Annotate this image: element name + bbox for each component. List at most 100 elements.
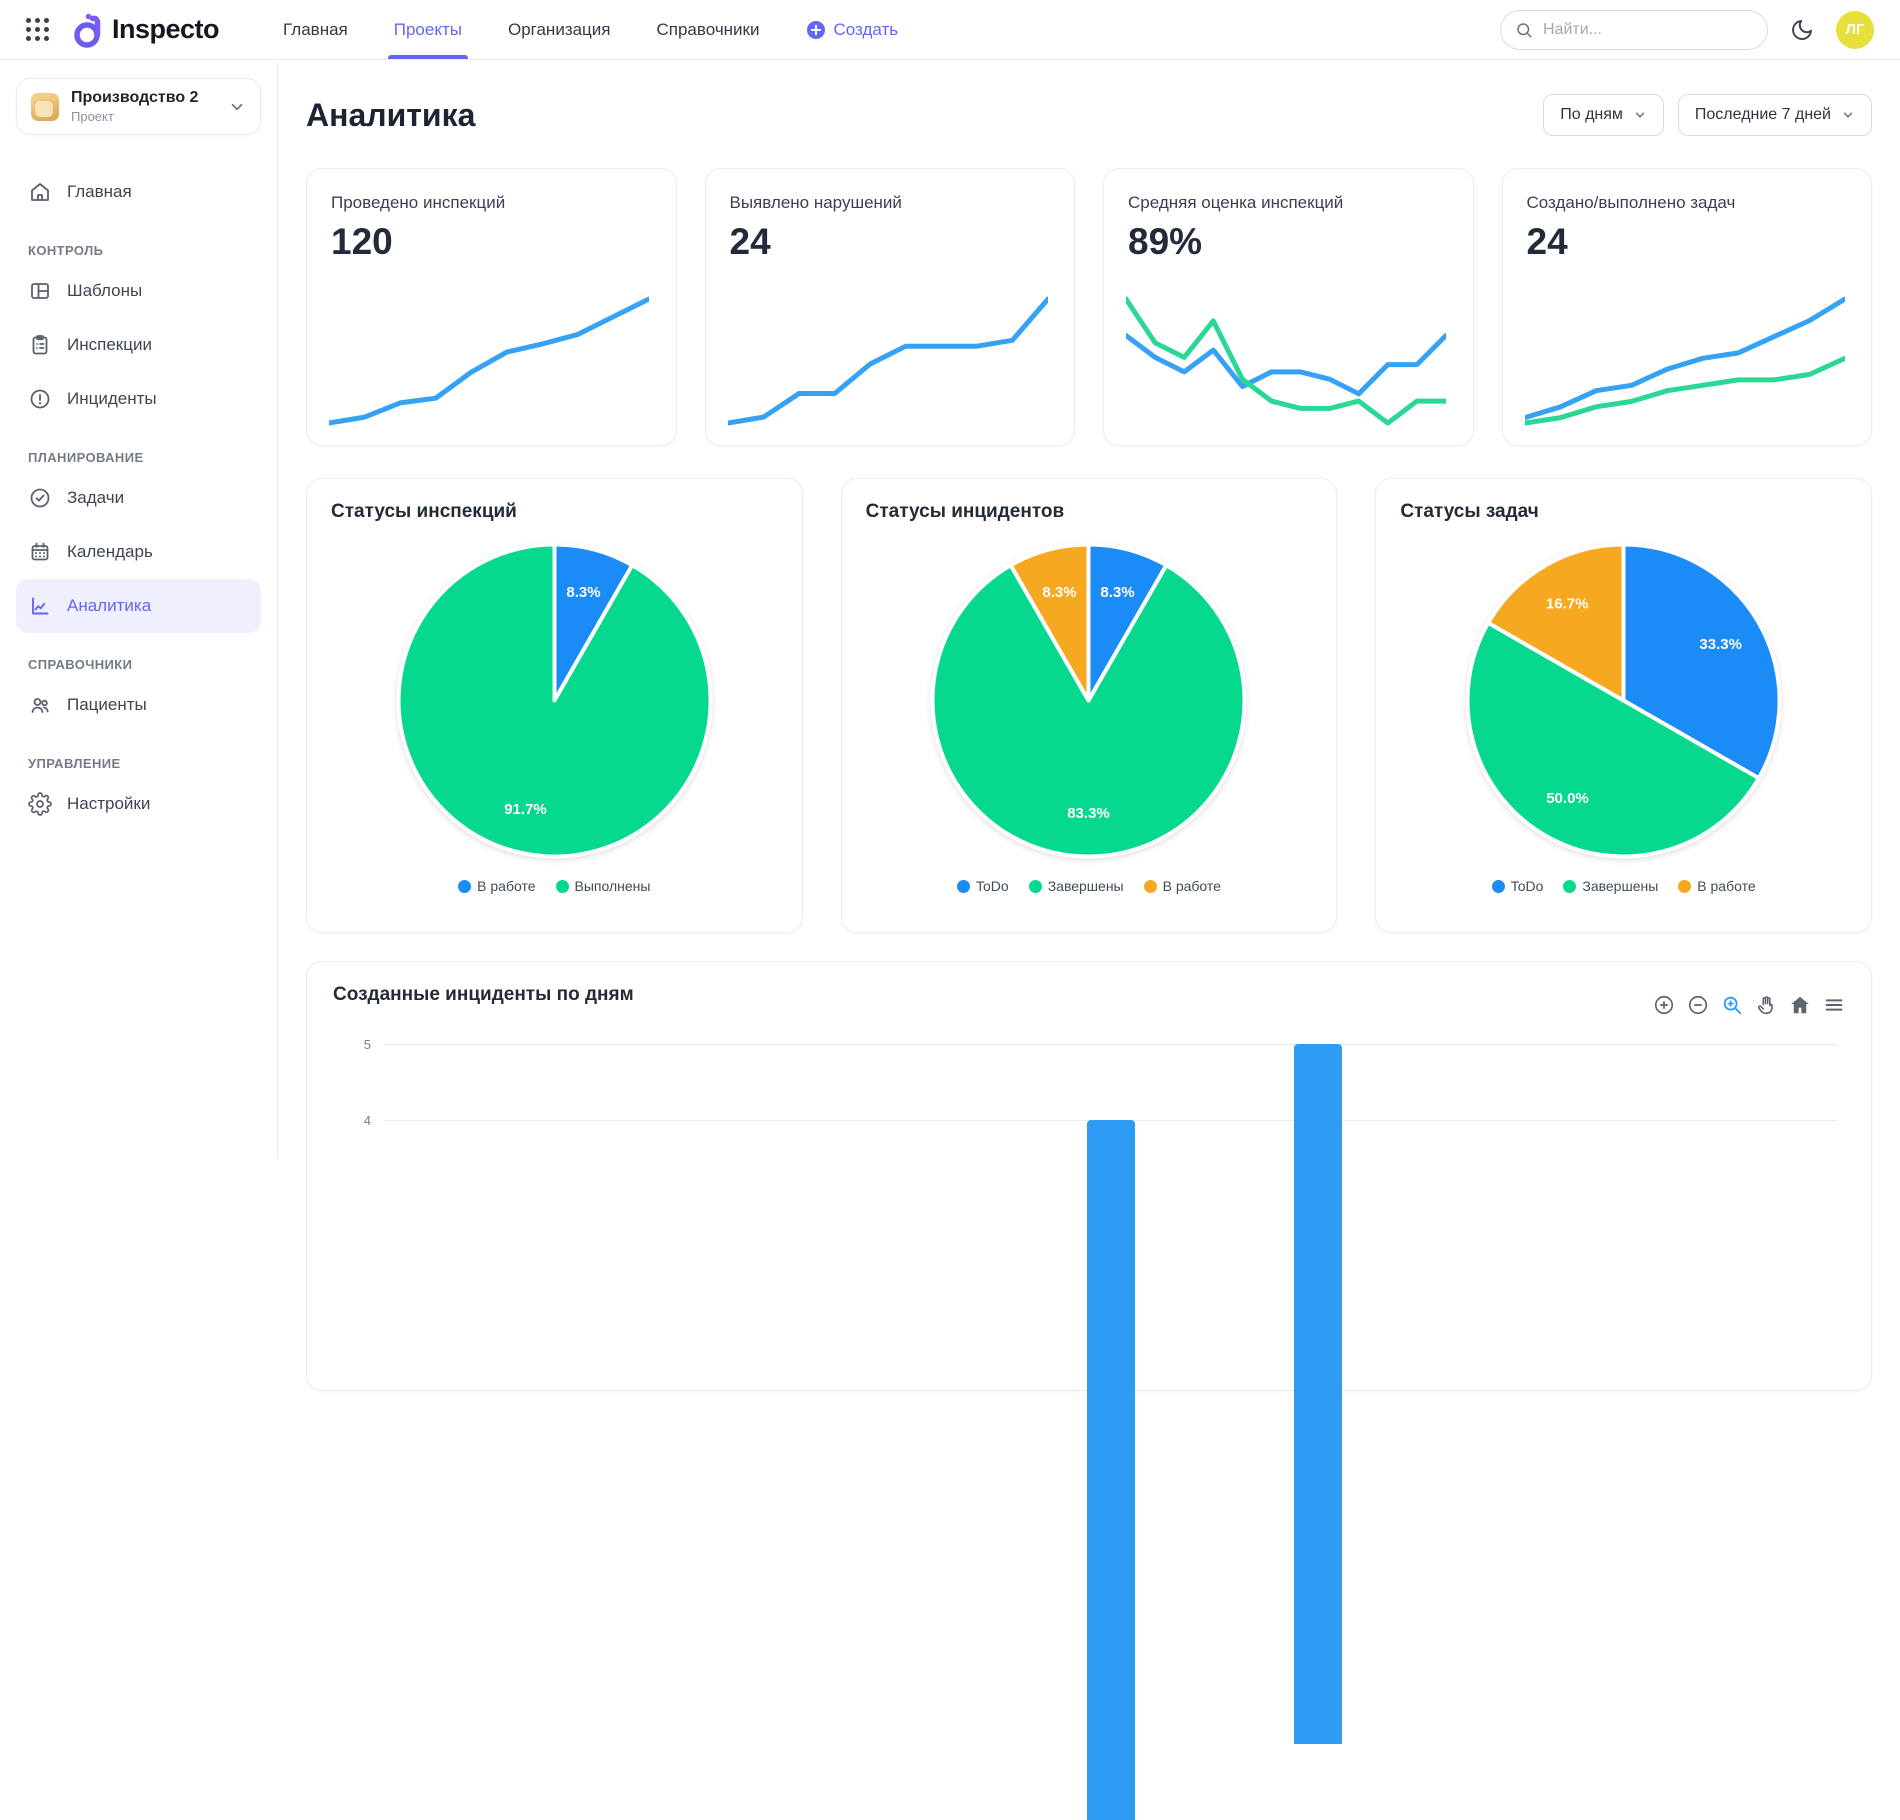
- legend-dot-icon: [1563, 880, 1576, 893]
- legend-label: ToDo: [1511, 878, 1544, 894]
- legend-item-В работе[interactable]: В работе: [458, 878, 535, 894]
- project-selector[interactable]: Производство 2 Проект: [16, 78, 261, 135]
- pie-card-title: Статусы задач: [1400, 501, 1538, 523]
- stat-card-label: Проведено инспекций: [331, 193, 652, 213]
- legend-item-В работе[interactable]: В работе: [1678, 878, 1755, 894]
- nav-link-0[interactable]: Главная: [283, 0, 348, 59]
- pie-slice-percent-label: 8.3%: [566, 584, 600, 601]
- y-axis-tick-label: 5: [341, 1037, 371, 1052]
- nav-link-1[interactable]: Проекты: [394, 0, 462, 59]
- create-button-label: Создать: [834, 20, 899, 40]
- legend-dot-icon: [1678, 880, 1691, 893]
- legend-item-ToDo[interactable]: ToDo: [957, 878, 1009, 894]
- sidebar-item-шаблоны[interactable]: Шаблоны: [16, 264, 261, 318]
- stat-card-1: Выявлено нарушений 24: [705, 168, 1076, 446]
- sidebar-item-настройки[interactable]: Настройки: [16, 777, 261, 831]
- chevron-down-icon: [1841, 108, 1855, 122]
- sidebar-section-header: ПЛАНИРОВАНИЕ: [28, 450, 249, 465]
- sparkline-chart: [1126, 291, 1446, 431]
- sparkline-chart: [1525, 291, 1845, 431]
- sidebar-item-календарь[interactable]: Календарь: [16, 525, 261, 579]
- legend-item-Завершены[interactable]: Завершены: [1563, 878, 1658, 894]
- legend-item-Выполнены[interactable]: Выполнены: [556, 878, 651, 894]
- pie-slice-percent-label: 50.0%: [1546, 790, 1589, 807]
- sparkline-chart: [728, 291, 1048, 431]
- sidebar-item-главная[interactable]: Главная: [16, 165, 261, 219]
- sidebar-item-задачи[interactable]: Задачи: [16, 471, 261, 525]
- pan-icon[interactable]: [1755, 994, 1777, 1016]
- pie-card-title: Статусы инцидентов: [866, 501, 1065, 523]
- main-content: Аналитика По дням Последние 7 дней Прове…: [278, 60, 1900, 1158]
- sidebar-item-пациенты[interactable]: Пациенты: [16, 678, 261, 732]
- sidebar: Производство 2 Проект Главная КОНТРОЛЬ Шаб…: [0, 60, 278, 1158]
- nav-link-2[interactable]: Организация: [508, 0, 611, 59]
- stat-card-label: Средняя оценка инспекций: [1128, 193, 1449, 213]
- pie-legend: ToDo Завершены В работе: [1492, 878, 1756, 894]
- stat-card-label: Выявлено нарушений: [730, 193, 1051, 213]
- menu-icon[interactable]: [1823, 994, 1845, 1016]
- user-avatar[interactable]: ЛГ: [1836, 11, 1874, 49]
- selection-zoom-icon[interactable]: [1721, 994, 1743, 1016]
- sidebar-item-label: Аналитика: [67, 596, 151, 616]
- gear-icon: [28, 792, 52, 816]
- pie-slice-percent-label: 16.7%: [1546, 595, 1589, 612]
- apps-grid-icon[interactable]: [26, 18, 50, 42]
- stat-card-value: 24: [730, 221, 1051, 263]
- legend-item-В работе[interactable]: В работе: [1144, 878, 1221, 894]
- sidebar-section-header: КОНТРОЛЬ: [28, 243, 249, 258]
- legend-dot-icon: [1492, 880, 1505, 893]
- pie-card-title: Статусы инспекций: [331, 501, 517, 523]
- legend-label: Завершены: [1048, 878, 1124, 894]
- stat-card-label: Создано/выполнено задач: [1527, 193, 1848, 213]
- bottom-chart-title: Созданные инциденты по дням: [333, 984, 634, 1006]
- search-input[interactable]: [1543, 21, 1753, 39]
- search-icon: [1515, 21, 1533, 39]
- zoom-out-icon[interactable]: [1687, 994, 1709, 1016]
- users-icon: [28, 693, 52, 717]
- sidebar-item-аналитика[interactable]: Аналитика: [16, 579, 261, 633]
- templates-icon: [28, 279, 52, 303]
- sidebar-menu: Главная КОНТРОЛЬ Шаблоны Инспекции Инциденты…: [16, 165, 261, 831]
- sidebar-item-label: Задачи: [67, 488, 124, 508]
- sidebar-item-label: Шаблоны: [67, 281, 142, 301]
- date-range-dropdown-label: Последние 7 дней: [1695, 106, 1831, 124]
- legend-item-Завершены[interactable]: Завершены: [1029, 878, 1124, 894]
- logo-text: Inspecto: [112, 14, 219, 45]
- chevron-down-icon: [1633, 108, 1647, 122]
- pie-card-pie-incidents: Статусы инцидентов 8.3%83.3%8.3% ToDo Завер…: [841, 478, 1338, 933]
- top-navbar: Inspecto Главная Проекты Организация Справо…: [0, 0, 1900, 60]
- legend-label: В работе: [1697, 878, 1755, 894]
- pie-slice-percent-label: 8.3%: [1101, 584, 1135, 601]
- clipboard-icon: [28, 333, 52, 357]
- date-range-dropdown[interactable]: Последние 7 дней: [1678, 94, 1872, 136]
- page-title: Аналитика: [306, 97, 475, 134]
- create-button[interactable]: Создать: [806, 20, 899, 40]
- legend-item-ToDo[interactable]: ToDo: [1492, 878, 1544, 894]
- y-axis-tick-label: 4: [341, 1113, 371, 1128]
- group-by-dropdown[interactable]: По дням: [1543, 94, 1664, 136]
- sidebar-item-label: Пациенты: [67, 695, 147, 715]
- pie-chart: 8.3%83.3%8.3%: [921, 533, 1256, 868]
- legend-label: Выполнены: [575, 878, 651, 894]
- alert-circle-icon: [28, 387, 52, 411]
- sidebar-item-label: Инспекции: [67, 335, 152, 355]
- sidebar-item-инспекции[interactable]: Инспекции: [16, 318, 261, 372]
- nav-link-3[interactable]: Справочники: [657, 0, 760, 59]
- sidebar-item-инциденты[interactable]: Инциденты: [16, 372, 261, 426]
- pie-slice-Выполнены: [398, 545, 710, 857]
- zoom-in-icon[interactable]: [1653, 994, 1675, 1016]
- reset-home-icon[interactable]: [1789, 994, 1811, 1016]
- chart-toolbar: [1653, 994, 1845, 1016]
- project-type: Проект: [71, 109, 216, 124]
- sidebar-item-label: Календарь: [67, 542, 153, 562]
- sparkline-chart: [329, 291, 649, 431]
- dark-mode-toggle-moon-icon[interactable]: [1790, 18, 1814, 42]
- logo[interactable]: Inspecto: [72, 12, 219, 48]
- check-circle-icon: [28, 486, 52, 510]
